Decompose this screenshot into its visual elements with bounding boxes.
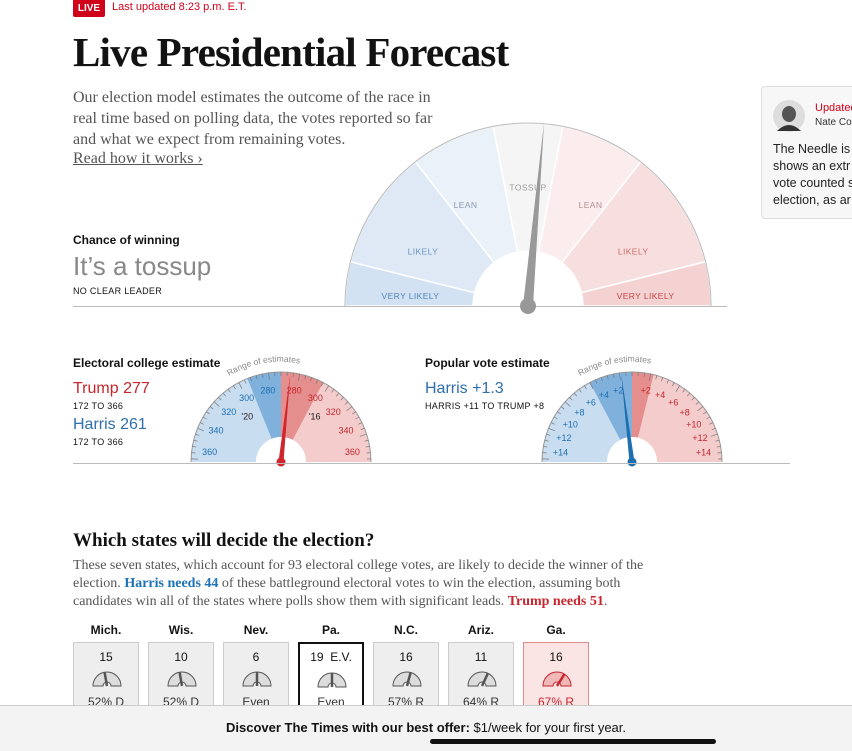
- page-title: Live Presidential Forecast: [73, 28, 508, 76]
- scale-label: 300: [308, 393, 323, 403]
- state-name: Pa.: [298, 623, 364, 637]
- popular-range: HARRIS +11 TO TRUMP +8: [425, 401, 544, 411]
- scale-label: +6: [668, 397, 678, 407]
- state-votes: 10: [149, 650, 213, 664]
- mini-gauge: [242, 669, 272, 689]
- state-name: Ariz.: [448, 623, 514, 637]
- mini-gauge: [317, 670, 347, 690]
- chance-note: NO CLEAR LEADER: [73, 286, 162, 296]
- segment-label: LIKELY: [408, 247, 439, 257]
- harris-estimate: Harris 261: [73, 416, 147, 434]
- state-name: Ga.: [523, 623, 589, 637]
- state-votes: 19 E.V.: [300, 650, 362, 664]
- popular-title: Popular vote estimate: [425, 356, 550, 370]
- scale-label: +2: [641, 386, 651, 396]
- scale-label: +2: [613, 386, 623, 396]
- scale-label: 360: [202, 447, 217, 457]
- scale-label: 340: [338, 425, 353, 435]
- mini-gauge: [92, 669, 122, 689]
- scale-label: +8: [680, 407, 690, 417]
- live-badge: LIVE: [73, 0, 105, 17]
- needle-hub: [520, 298, 536, 314]
- intro: Our election model estimates the outcome…: [73, 87, 451, 150]
- scale-label: +10: [563, 419, 578, 429]
- scale-label: 320: [326, 407, 341, 417]
- side-line: shows an extr: [773, 158, 852, 175]
- trump-estimate: Trump 277: [73, 380, 150, 398]
- scale-label: +8: [574, 407, 584, 417]
- states-title: Which states will decide the election?: [73, 530, 374, 552]
- states-text: These seven states, which account for 93…: [73, 557, 673, 611]
- scale-label: +14: [553, 448, 568, 458]
- home-indicator: [430, 739, 716, 744]
- banner-text: Discover The Times with our best offer: …: [0, 720, 852, 735]
- side-line: election, as ar: [773, 192, 852, 209]
- offer-banner[interactable]: Discover The Times with our best offer: …: [0, 705, 852, 751]
- side-updated: Updated: [815, 102, 852, 114]
- avatar-head: [782, 106, 796, 122]
- harris-range: 172 TO 366: [73, 437, 123, 447]
- scale-label: +4: [655, 390, 665, 400]
- scale-label: +14: [696, 448, 711, 458]
- scale-label: 300: [239, 393, 254, 403]
- state-votes: 16: [524, 650, 588, 664]
- state-name: Mich.: [73, 623, 139, 637]
- banner-lead: Discover The Times with our best offer:: [226, 720, 470, 735]
- scale-label: +6: [586, 397, 596, 407]
- segment-label: LEAN: [579, 200, 603, 210]
- scale-label: 340: [208, 425, 223, 435]
- segment-label: TOSSUP: [509, 182, 546, 192]
- state-name: Wis.: [148, 623, 214, 637]
- history-marker: '16: [309, 412, 321, 422]
- segment-label: LIKELY: [618, 247, 649, 257]
- scale-label: 280: [260, 386, 275, 396]
- trump-range: 172 TO 366: [73, 401, 123, 411]
- gauge-hub: [628, 458, 637, 467]
- scale-label: +12: [556, 433, 571, 443]
- banner-offer: $1/week for your first year.: [474, 720, 626, 735]
- state-votes: 6: [224, 650, 288, 664]
- mini-gauge: [392, 669, 422, 689]
- state-votes: 16: [374, 650, 438, 664]
- history-marker: '20: [241, 412, 253, 422]
- chance-label: Chance of winning: [73, 233, 180, 247]
- mini-gauge: [467, 669, 497, 689]
- segment-label: VERY LIKELY: [617, 291, 675, 301]
- read-more-link[interactable]: Read how it works ›: [73, 150, 203, 168]
- gauge-hub: [277, 458, 286, 467]
- state-name: N.C.: [373, 623, 439, 637]
- scale-label: +4: [599, 390, 609, 400]
- mini-gauge: [167, 669, 197, 689]
- text-part: .: [604, 594, 608, 609]
- side-line: vote counted s: [773, 175, 852, 192]
- state-votes: 15: [74, 650, 138, 664]
- state-votes: 11: [449, 650, 513, 664]
- harris-needs: Harris needs 44: [124, 576, 218, 591]
- avatar: [772, 99, 806, 133]
- scale-label: +12: [692, 433, 707, 443]
- scale-label: 320: [221, 407, 236, 417]
- popular-estimate: Harris +1.3: [425, 380, 504, 398]
- electoral-title: Electoral college estimate: [73, 356, 220, 370]
- state-name: Nev.: [223, 623, 289, 637]
- side-author: Nate Co: [815, 117, 852, 128]
- trump-needs: Trump needs 51: [508, 594, 604, 609]
- mini-gauge: [542, 669, 572, 689]
- chance-value: It’s a tossup: [73, 251, 211, 282]
- segment-label: VERY LIKELY: [382, 291, 440, 301]
- last-updated: Last updated 8:23 p.m. E.T.: [112, 1, 247, 13]
- scale-label: +10: [686, 419, 701, 429]
- scale-label: 360: [345, 447, 360, 457]
- segment-label: LEAN: [454, 200, 478, 210]
- side-line: The Needle is: [773, 141, 852, 158]
